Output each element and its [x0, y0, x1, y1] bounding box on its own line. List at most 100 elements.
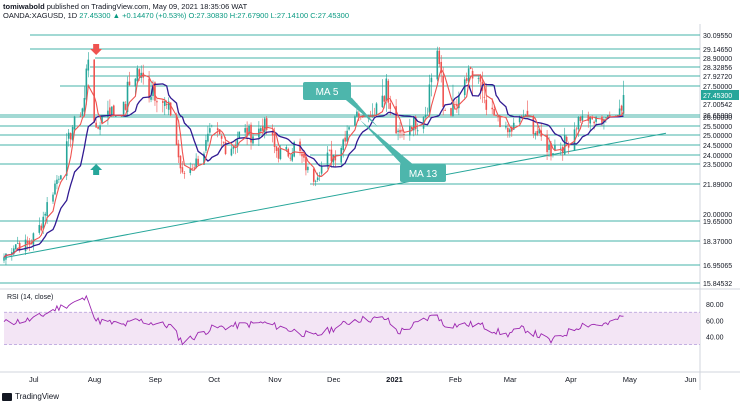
candle-body: [601, 116, 603, 124]
brand-label: TradingView: [15, 392, 60, 401]
candle-body: [230, 148, 233, 156]
price-tick-label: 16.95065: [703, 263, 732, 270]
candle: [401, 128, 403, 138]
price-tick-label: 27.92720: [703, 74, 732, 81]
candle: [354, 115, 356, 126]
candle-body: [358, 113, 360, 117]
candle: [232, 146, 235, 154]
candle: [316, 172, 319, 183]
candle: [69, 132, 72, 148]
candle-body: [289, 157, 292, 159]
candle-body: [248, 125, 250, 135]
time-tick-label: Nov: [268, 375, 282, 384]
candle: [16, 236, 19, 244]
candle-body: [13, 248, 15, 255]
candle-body: [354, 116, 356, 126]
candle: [291, 147, 294, 163]
candle-body: [618, 108, 621, 116]
candle-body: [69, 133, 72, 140]
candle: [277, 146, 280, 163]
candle-body: [524, 114, 527, 116]
candle: [52, 192, 54, 204]
candle-body: [589, 116, 592, 124]
candle-body: [467, 68, 470, 83]
candle: [444, 108, 446, 112]
candle-body: [152, 84, 154, 97]
candle: [73, 115, 76, 133]
candle: [381, 79, 384, 109]
symbol-label: OANDA:XAGUSD, 1D: [3, 11, 78, 20]
candle-body: [169, 102, 172, 116]
candle-body: [346, 130, 348, 142]
price-tick-label: 25.00000: [703, 133, 732, 140]
candle-body: [101, 116, 103, 123]
candle: [595, 115, 597, 125]
candle-body: [216, 128, 219, 131]
candle-body: [211, 125, 213, 127]
candle: [244, 123, 246, 140]
candle-body: [497, 115, 499, 118]
time-tick-label: May: [623, 375, 637, 384]
price-tick-label: 18.37000: [703, 239, 732, 246]
candle-body: [244, 128, 246, 133]
candle: [477, 76, 480, 84]
candle: [95, 119, 97, 128]
candle-body: [301, 153, 303, 157]
candle-body: [179, 155, 182, 169]
candle-body: [444, 109, 446, 111]
candle-body: [236, 139, 239, 147]
candle: [140, 65, 143, 83]
candle-body: [177, 143, 180, 158]
candle: [546, 130, 548, 160]
candle-body: [38, 224, 41, 233]
time-tick-label: Jun: [685, 375, 697, 384]
candle-body: [140, 72, 143, 78]
candle-body: [148, 78, 150, 99]
candle-body: [532, 116, 535, 135]
candle: [560, 142, 562, 156]
candle: [44, 211, 46, 221]
candle-body: [261, 126, 264, 131]
publish-info: tomiwabold published on TradingView.com,…: [3, 2, 247, 11]
candle-body: [520, 115, 523, 117]
candle: [436, 46, 439, 82]
candle-body: [163, 101, 166, 106]
candle-body: [548, 144, 550, 150]
candle-body: [469, 67, 472, 69]
candle-body: [416, 130, 419, 132]
candle-body: [328, 149, 331, 151]
candle: [552, 153, 554, 158]
candle-body: [401, 130, 403, 132]
candle-body: [65, 141, 68, 176]
candle: [326, 146, 329, 169]
candle: [177, 139, 180, 163]
candle-body: [518, 115, 521, 123]
candle: [271, 124, 274, 143]
candle: [526, 100, 529, 118]
candle: [128, 71, 131, 86]
candle-body: [454, 103, 456, 105]
tradingview-footer[interactable]: TradingView: [2, 392, 59, 401]
candle: [134, 77, 137, 96]
candle-body: [410, 126, 413, 130]
candle-body: [505, 126, 507, 128]
candle-body: [14, 244, 17, 249]
candle-body: [495, 115, 497, 117]
down-arrow-icon: [90, 44, 103, 55]
candle-body: [222, 141, 225, 143]
candle-body: [622, 95, 625, 114]
candle: [395, 99, 397, 135]
candle: [248, 123, 250, 136]
candle-body: [479, 76, 482, 82]
price-tick-label: 23.50000: [703, 162, 732, 169]
candle-body: [512, 122, 515, 130]
candle: [263, 116, 266, 139]
current-price-label: 27.45300: [703, 93, 732, 100]
candle-body: [465, 78, 468, 81]
ma13-line: [3, 83, 624, 258]
candle-body: [291, 154, 294, 161]
candle-body: [42, 216, 45, 229]
candle-body: [16, 243, 19, 244]
candle-body: [385, 78, 388, 101]
